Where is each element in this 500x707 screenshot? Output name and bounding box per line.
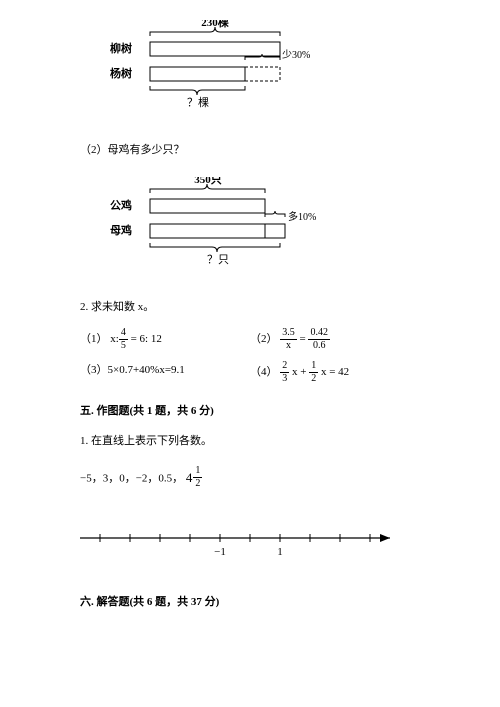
numline-left-tick: −1 <box>214 546 226 558</box>
tree-diagram-svg: 230棵 柳树 杨树 少30% ？棵 <box>110 20 320 115</box>
s5-q1: 1. 在直线上表示下列各数。 <box>80 432 420 448</box>
eq1-tail: = 6: 12 <box>128 333 162 345</box>
d2-top-label: 350只 <box>194 177 222 186</box>
eq2-label: （2） <box>250 333 278 345</box>
d1-row2-label: 杨树 <box>110 66 132 80</box>
tree-diagram: 230棵 柳树 杨树 少30% ？棵 <box>110 20 420 115</box>
section5-title: 五. 作图题(共 1 题，共 6 分) <box>80 402 420 418</box>
q-unknown-heading: 2. 求未知数 x。 <box>80 298 420 314</box>
d1-bottom-label: ？棵 <box>187 95 209 109</box>
q2-text: （2）母鸡有多少只？ <box>80 141 420 157</box>
d1-row1-label: 柳树 <box>110 41 132 55</box>
number-line-svg: −1 1 <box>80 523 400 563</box>
chicken-diagram-svg: 350只 公鸡 母鸡 多10% ？只 <box>110 177 330 272</box>
chicken-diagram: 350只 公鸡 母鸡 多10% ？只 <box>110 177 420 272</box>
eq4-mid1: x + <box>289 366 309 378</box>
d2-row1-label: 公鸡 <box>110 198 132 212</box>
eq4-f2: 12 <box>309 361 318 384</box>
d2-row2-label: 母鸡 <box>110 223 132 237</box>
numline-right-tick: 1 <box>277 546 283 558</box>
d2-side-label: 多10% <box>288 210 316 223</box>
d2-bottom-label: ？只 <box>207 254 229 266</box>
eq1-body: x: <box>110 333 119 345</box>
eq2: （2） 3.5x = 0.420.6 <box>250 328 330 351</box>
eq1: （1） x:45 = 6: 12 <box>80 328 250 351</box>
eq4-tail: x = 42 <box>318 366 349 378</box>
number-line: −1 1 <box>80 523 420 563</box>
section6-title: 六. 解答题(共 6 题，共 37 分) <box>80 593 420 609</box>
eq4-label: （4） <box>250 366 278 378</box>
eq-row-2: （3）5×0.7+40%x=9.1 （4） 23 x + 12 x = 42 <box>80 361 420 384</box>
eq4: （4） 23 x + 12 x = 42 <box>250 361 349 384</box>
nums-list: −5，3，0，−2，0.5， 412 <box>80 466 420 489</box>
eq3-label: （3） <box>80 364 108 376</box>
eq-row-1: （1） x:45 = 6: 12 （2） 3.5x = 0.420.6 <box>80 328 420 351</box>
d1-side-label: 少30% <box>282 49 310 61</box>
eq2-lfrac: 3.5x <box>280 328 297 351</box>
d1-top-label: 230棵 <box>201 20 229 29</box>
eq4-f1: 23 <box>280 361 289 384</box>
eq3: （3）5×0.7+40%x=9.1 <box>80 361 250 384</box>
eq1-label: （1） <box>80 333 108 345</box>
eq3-body: 5×0.7+40%x=9.1 <box>108 364 185 376</box>
eq2-rfrac: 0.420.6 <box>308 328 330 351</box>
eq2-mid: = <box>297 333 309 345</box>
mixed-fraction: 412 <box>186 466 203 489</box>
nums-prefix: −5，3，0，−2，0.5， <box>80 473 186 485</box>
eq1-frac: 45 <box>119 328 128 351</box>
